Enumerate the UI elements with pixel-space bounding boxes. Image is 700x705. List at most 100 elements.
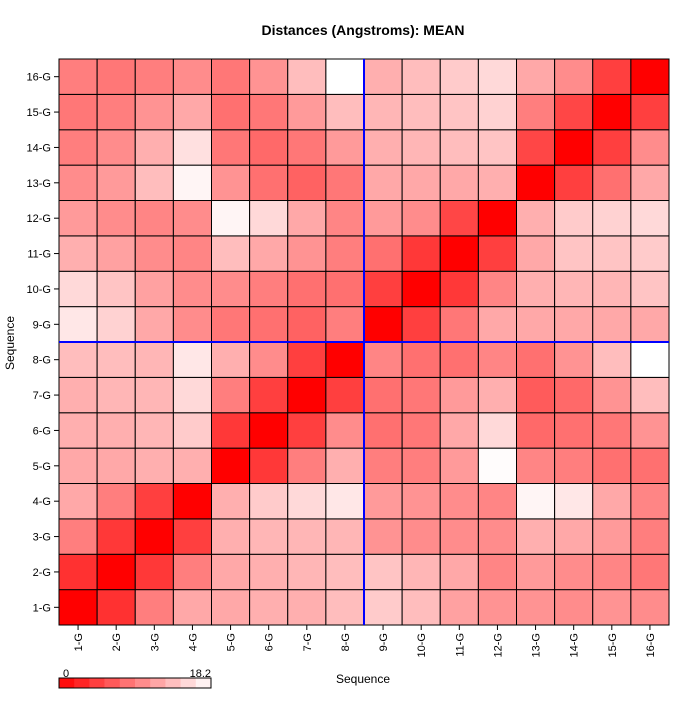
x-axis-label: Sequence	[336, 672, 390, 686]
heatmap-cell	[287, 553, 327, 591]
heatmap-cell	[134, 270, 174, 308]
heatmap-cell	[58, 483, 98, 520]
heatmap-cell	[249, 376, 289, 414]
heatmap-cell	[592, 235, 632, 272]
heatmap-cell	[630, 200, 670, 237]
heatmap-cell	[401, 164, 441, 202]
heatmap-cell	[96, 93, 136, 131]
heatmap-cell	[325, 412, 365, 449]
heatmap-cell	[287, 412, 327, 449]
color-legend	[58, 677, 212, 689]
heatmap-cell	[401, 58, 441, 95]
heatmap-cell	[211, 376, 251, 414]
heatmap-cell	[58, 235, 98, 272]
heatmap-cell	[134, 93, 174, 131]
heatmap-cell	[477, 164, 518, 202]
heatmap-cell	[325, 164, 365, 202]
heatmap-cell	[630, 447, 670, 485]
heatmap-cell	[58, 200, 98, 237]
heatmap-cell	[287, 200, 327, 237]
heatmap-cell	[249, 93, 289, 131]
heatmap-cell	[172, 270, 213, 308]
heatmap-cell	[96, 553, 136, 591]
heatmap-cell	[172, 447, 213, 485]
color-legend-frame	[58, 677, 212, 689]
heatmap-cell	[592, 58, 632, 95]
heatmap-cell	[477, 518, 518, 555]
heatmap-cell	[630, 270, 670, 308]
heatmap-cell	[58, 341, 98, 378]
heatmap-cell	[592, 306, 632, 343]
heatmap-cell	[325, 58, 365, 95]
heatmap-cell	[439, 270, 479, 308]
heatmap-cell	[249, 412, 289, 449]
heatmap-cell	[401, 306, 441, 343]
heatmap-cell	[211, 483, 251, 520]
heatmap-cell	[630, 164, 670, 202]
heatmap-cell	[249, 306, 289, 343]
heatmap-cell	[439, 235, 479, 272]
heatmap-cell	[211, 270, 251, 308]
heatmap-cell	[134, 447, 174, 485]
heatmap-cell	[439, 376, 479, 414]
heatmap-cell	[363, 270, 403, 308]
heatmap-cell	[516, 164, 556, 202]
heatmap-cell	[134, 306, 174, 343]
heatmap-cell	[96, 129, 136, 166]
heatmap-cell	[363, 164, 403, 202]
heatmap-cell	[172, 412, 213, 449]
heatmap-cell	[287, 306, 327, 343]
heatmap-cell	[58, 553, 98, 591]
x-tick-label: 16-G	[645, 633, 657, 657]
heatmap-cell	[287, 447, 327, 485]
heatmap-cell	[439, 483, 479, 520]
heatmap-cell	[554, 200, 594, 237]
heatmap-cell	[401, 93, 441, 131]
heatmap-cell	[134, 483, 174, 520]
heatmap-cell	[287, 376, 327, 414]
x-tick-label: 11-G	[454, 633, 466, 657]
color-legend-swatch	[104, 678, 121, 688]
x-tick-label: 15-G	[607, 633, 619, 657]
x-tick-label: 8-G	[340, 633, 352, 651]
heatmap-cell	[211, 306, 251, 343]
heatmap-cell	[249, 341, 289, 378]
heatmap-cell	[363, 589, 403, 626]
heatmap-cell	[172, 341, 213, 378]
heatmap-cell	[249, 129, 289, 166]
heatmap-cell	[363, 200, 403, 237]
x-tick-label: 6-G	[264, 633, 276, 651]
heatmap-cell	[516, 270, 556, 308]
heatmap-cell	[96, 58, 136, 95]
heatmap-cell	[477, 270, 518, 308]
heatmap-cell	[554, 129, 594, 166]
heatmap-cell	[592, 341, 632, 378]
heatmap-cell	[439, 447, 479, 485]
heatmap-cell	[325, 200, 365, 237]
heatmap-cell	[630, 341, 670, 378]
heatmap-cell	[172, 129, 213, 166]
heatmap-cell	[325, 129, 365, 166]
heatmap-cell	[363, 376, 403, 414]
heatmap-cell	[516, 447, 556, 485]
heatmap-cell	[249, 483, 289, 520]
x-tick-label: 4-G	[187, 633, 199, 651]
heatmap-cell	[211, 447, 251, 485]
heatmap-cell	[516, 589, 556, 626]
heatmap-cell	[325, 306, 365, 343]
heatmap-cell	[96, 341, 136, 378]
heatmap-cell	[96, 518, 136, 555]
heatmap-cell	[211, 93, 251, 131]
y-tick-label: 4-G	[33, 496, 51, 508]
heatmap-cell	[325, 341, 365, 378]
heatmap-cell	[516, 376, 556, 414]
x-axis-ticks: 1-G 2-G 3-G 4-G 5-G 6-G 7-G 8-G 9-G 10-G 11-G 12-G 1…	[73, 625, 657, 657]
x-tick-label: 3-G	[149, 633, 161, 651]
heatmap-cell	[249, 270, 289, 308]
y-tick-label: 14-G	[27, 142, 51, 154]
heatmap-cell	[249, 164, 289, 202]
heatmap-cell	[516, 200, 556, 237]
heatmap-cell	[401, 341, 441, 378]
heatmap-cell	[287, 58, 327, 95]
